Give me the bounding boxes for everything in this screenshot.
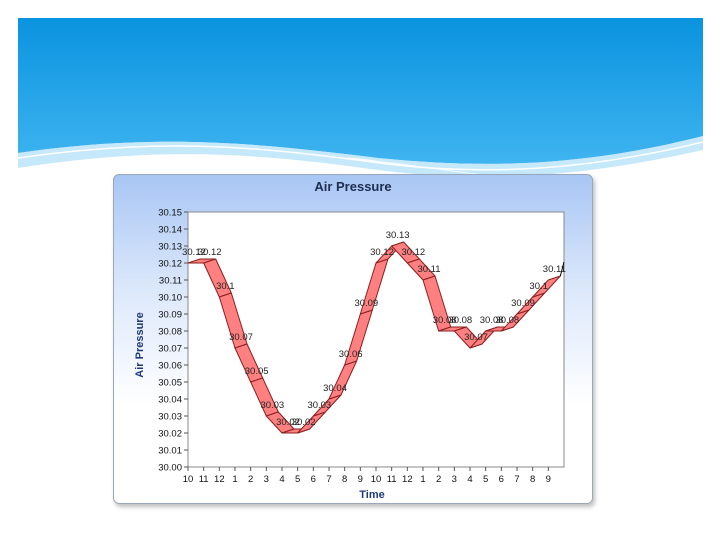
data-label: 30.02 bbox=[292, 417, 316, 428]
x-tick-label: 4 bbox=[279, 474, 284, 485]
x-tick-label: 5 bbox=[295, 474, 300, 485]
data-label: 30.11 bbox=[417, 264, 440, 275]
x-tick-label: 3 bbox=[452, 474, 457, 485]
data-label: 30.12 bbox=[182, 247, 206, 258]
data-label: 30.08 bbox=[495, 315, 519, 326]
y-axis-title: Air Pressure bbox=[134, 312, 146, 377]
x-tick-label: 6 bbox=[311, 474, 316, 485]
data-label: 30.03 bbox=[260, 400, 284, 411]
x-tick-label: 12 bbox=[402, 474, 413, 485]
data-label: 30.06 bbox=[339, 349, 363, 360]
data-label: 30.04 bbox=[323, 383, 347, 394]
y-tick-label: 30.13 bbox=[158, 242, 182, 253]
y-tick-label: 30.11 bbox=[159, 276, 182, 287]
x-tick-label: 6 bbox=[499, 474, 504, 485]
x-tick-label: 4 bbox=[467, 474, 472, 485]
x-axis: 10 11 12 1 2 3 4 5 6 7 8 9 10 11 12 1 2 3 4 5 6 7 8 9 bbox=[183, 467, 551, 485]
x-tick-label: 8 bbox=[530, 474, 535, 485]
ribbon-segment bbox=[532, 275, 561, 298]
y-tick-label: 30.06 bbox=[158, 361, 182, 372]
data-label: 30.08 bbox=[480, 315, 504, 326]
slide-banner bbox=[18, 18, 703, 197]
y-tick-label: 30.14 bbox=[158, 225, 182, 236]
data-label: 30.08 bbox=[448, 315, 472, 326]
x-tick-label: 11 bbox=[199, 474, 209, 485]
x-tick-label: 11 bbox=[387, 474, 397, 485]
y-tick-label: 30.02 bbox=[158, 429, 182, 440]
x-tick-label: 9 bbox=[546, 474, 551, 485]
x-tick-label: 12 bbox=[214, 474, 225, 485]
data-label: 30.12 bbox=[198, 247, 222, 258]
y-tick-label: 30.00 bbox=[158, 463, 182, 474]
x-tick-label: 1 bbox=[420, 474, 425, 485]
y-tick-label: 30.15 bbox=[158, 208, 182, 219]
data-label: 30.03 bbox=[307, 400, 331, 411]
x-tick-label: 9 bbox=[358, 474, 363, 485]
y-tick-label: 30.10 bbox=[158, 293, 182, 304]
data-label: 30.07 bbox=[229, 332, 253, 343]
x-tick-label: 5 bbox=[483, 474, 488, 485]
x-tick-label: 3 bbox=[264, 474, 269, 485]
x-axis-title: Time bbox=[359, 489, 384, 501]
data-label: 30.09 bbox=[354, 298, 378, 309]
data-label: 30.13 bbox=[386, 230, 410, 241]
banner-wave-line bbox=[18, 141, 703, 171]
y-tick-label: 30.12 bbox=[158, 259, 182, 270]
x-tick-label: 10 bbox=[371, 474, 382, 485]
data-label: 30.12 bbox=[401, 247, 425, 258]
x-tick-label: 8 bbox=[342, 474, 347, 485]
data-label: 30.1 bbox=[216, 281, 235, 292]
plot-area bbox=[187, 211, 565, 468]
data-label: 30.1 bbox=[529, 281, 548, 292]
y-tick-label: 30.01 bbox=[158, 446, 182, 457]
data-label: 30.05 bbox=[245, 366, 269, 377]
y-tick-label: 30.09 bbox=[158, 310, 182, 321]
x-tick-label: 10 bbox=[183, 474, 194, 485]
data-labels: 30.1230.1230.130.0730.0530.0330.0230.023… bbox=[182, 230, 566, 428]
x-tick-label: 7 bbox=[514, 474, 519, 485]
y-tick-label: 30.05 bbox=[158, 378, 182, 389]
chart-title: Air Pressure bbox=[314, 179, 391, 194]
data-label: 30.08 bbox=[433, 315, 457, 326]
x-tick-label: 2 bbox=[248, 474, 253, 485]
chart-canvas: Air Pressure 30.0030.0130.0230.0330.0430… bbox=[134, 179, 566, 501]
x-tick-label: 7 bbox=[326, 474, 331, 485]
series-tail-line bbox=[559, 261, 565, 277]
x-tick-label: 1 bbox=[232, 474, 237, 485]
data-label: 30.02 bbox=[276, 417, 300, 428]
y-axis: 30.00 30.01 30.02 30.03 30.04 30.05 30.06 30.07… bbox=[158, 208, 188, 474]
data-label: 30.12 bbox=[370, 247, 394, 258]
y-tick-label: 30.07 bbox=[158, 344, 182, 355]
chart-panel: Air Pressure 30.00 30.01 30.02 30.03 30.04 30… bbox=[113, 174, 593, 504]
ribbon-series bbox=[187, 241, 565, 434]
data-label: 30.11 bbox=[543, 264, 566, 275]
y-tick-label: 30.03 bbox=[158, 412, 182, 423]
data-label: 30.07 bbox=[464, 332, 488, 343]
banner-background bbox=[18, 18, 703, 164]
y-tick-label: 30.04 bbox=[158, 395, 182, 406]
data-label: 30.09 bbox=[511, 298, 535, 309]
x-tick-label: 2 bbox=[436, 474, 441, 485]
y-tick-label: 30.08 bbox=[158, 327, 182, 338]
